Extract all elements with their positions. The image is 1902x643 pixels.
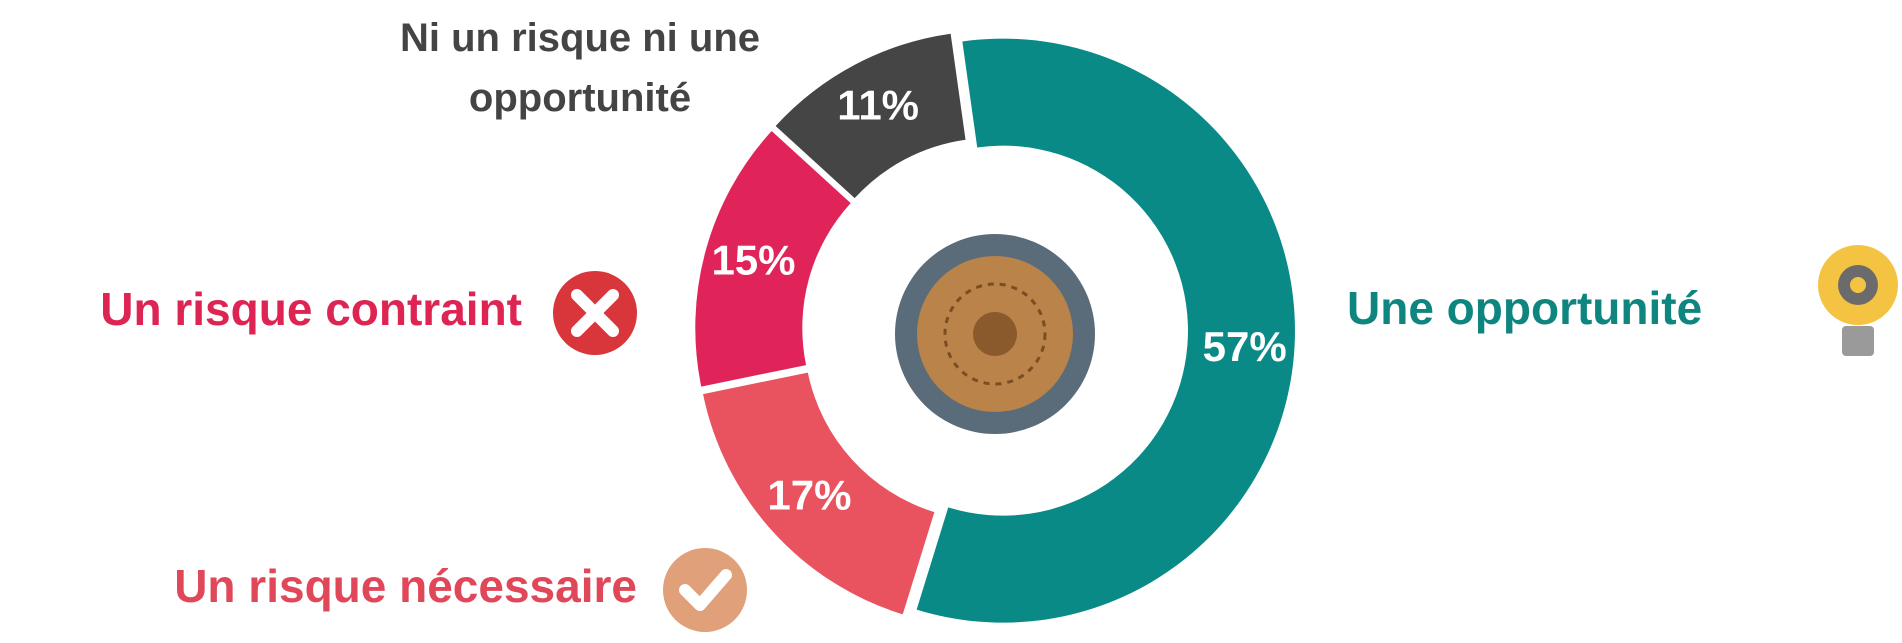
donut-segment bbox=[695, 130, 851, 387]
segment-group: 57% Une opportunité bbox=[916, 38, 1702, 623]
donut-segment bbox=[703, 372, 935, 615]
donut-segment bbox=[916, 38, 1295, 623]
value-label: 11% bbox=[837, 82, 919, 129]
bulb-icon bbox=[1818, 245, 1898, 356]
check-icon bbox=[663, 548, 747, 632]
value-label: 57% bbox=[1203, 323, 1287, 370]
segment-group: 15% Un risque contraint bbox=[100, 130, 851, 387]
category-label: Ni un risque ni une opportunité bbox=[399, 16, 761, 120]
value-label: 17% bbox=[767, 471, 851, 518]
category-label: Un risque nécessaire bbox=[174, 560, 637, 612]
segment-group: 11% bbox=[775, 33, 966, 199]
category-label: Une opportunité bbox=[1347, 282, 1702, 334]
cross-icon bbox=[553, 271, 637, 355]
category-label: Un risque contraint bbox=[100, 283, 522, 335]
center-image bbox=[895, 234, 1095, 434]
segment-group: 17% Un risque nécessaire bbox=[174, 372, 935, 615]
donut-segment bbox=[775, 33, 966, 199]
value-label: 15% bbox=[711, 237, 795, 284]
